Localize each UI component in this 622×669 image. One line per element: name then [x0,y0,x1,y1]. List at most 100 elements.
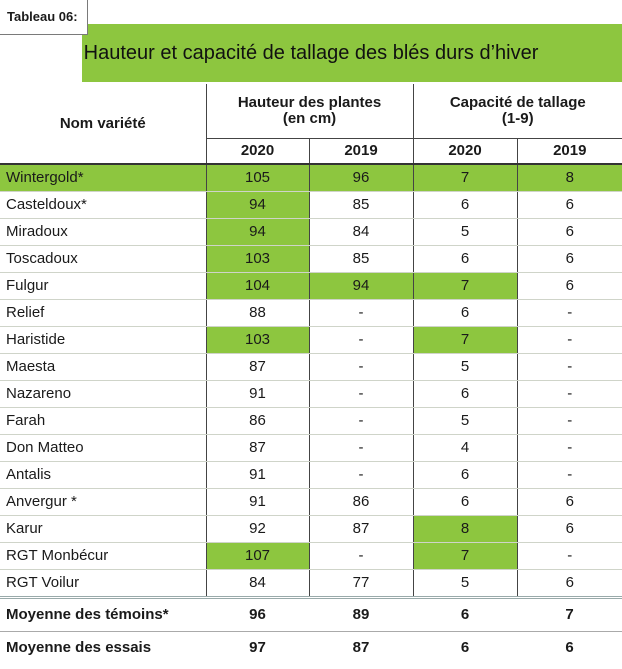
table-row: Karur 92 87 8 6 [0,515,622,543]
cell-name: Moyenne des essais [0,631,206,664]
table-row: RGT Voilur 84 77 5 6 [0,569,622,598]
cell-height-2019: - [308,542,413,570]
cell-height-2020: 84 [205,569,309,598]
table-row: RGT Monbécur 107-7- [0,542,622,570]
cell-height-2019: 89 [309,596,413,632]
table-row: Casteldoux* 94 85 6 6 [0,191,622,219]
table-body: Wintergold* 105 96 7 8 Casteldoux* 94 85 6 6 Mirad… [0,164,622,598]
cell-height-2019: - [308,461,413,489]
summary-row: Moyenne des essais 97 87 6 6 [0,631,622,664]
cell-height-2019: 85 [308,191,413,219]
cell-name: Relief [0,299,206,327]
cell-tiller-2019: - [516,407,622,435]
cell-name: Nazareno [0,380,206,408]
cell-height-2020: 94 [205,191,309,219]
cell-height-2019: 77 [308,569,413,598]
cell-height-2019: 84 [308,218,413,246]
cell-name: Wintergold* [0,164,206,192]
table-row: Farah 86-5- [0,407,622,435]
cell-name: Don Matteo [0,434,206,462]
cell-tiller-2020: 5 [412,353,517,381]
tiller-group-line2: (1-9) [501,110,534,127]
cell-tiller-2019: 6 [517,631,622,664]
cell-height-2019: 94 [308,272,413,300]
cell-height-2019: - [308,326,413,354]
cell-height-2020: 88 [205,299,309,327]
cell-tiller-2019: 8 [516,164,622,192]
tiller-group-line1: Capacité de tallage [449,94,586,111]
cell-height-2019: - [308,380,413,408]
cell-name: RGT Voilur [0,569,206,598]
cell-height-2019: 87 [309,631,413,664]
table-summary: Moyenne des témoins* 96 89 6 7 Moyenne des es… [0,596,622,664]
cell-tiller-2020: 6 [412,245,517,273]
table-row: Maesta 87-5- [0,353,622,381]
cell-tiller-2020: 5 [412,218,517,246]
cell-height-2020: 97 [206,631,309,664]
cell-tiller-2020: 8 [412,515,517,543]
table-row: Fulgur 104 94 7 6 [0,272,622,300]
data-table: Nom variété Hauteur des plantes (en cm) … [0,84,622,664]
cell-name: Fulgur [0,272,206,300]
cell-tiller-2019: - [516,299,622,327]
cell-height-2020: 94 [205,218,309,246]
cell-height-2020: 103 [205,326,309,354]
cell-tiller-2020: 7 [412,272,517,300]
title-banner [82,24,622,82]
table-title: Hauteur et capacité de tallage des blés … [83,42,539,64]
cell-tiller-2020: 7 [412,164,517,192]
cell-height-2020: 92 [205,515,309,543]
cell-tiller-2020: 5 [412,407,517,435]
cell-tiller-2019: - [516,434,622,462]
table-row: Haristide 103-7- [0,326,622,354]
table-label: Tableau 06: [0,0,88,35]
column-header-height-2019: 2019 [308,138,413,165]
cell-height-2020: 107 [205,542,309,570]
cell-tiller-2019: - [516,542,622,570]
cell-tiller-2019: 6 [516,191,622,219]
cell-name: Antalis [0,461,206,489]
cell-name: Toscadoux [0,245,206,273]
cell-height-2019: 87 [308,515,413,543]
cell-name: Anvergur * [0,488,206,516]
cell-tiller-2019: 6 [516,272,622,300]
cell-height-2019: 86 [308,488,413,516]
table-row: Toscadoux 103 85 6 6 [0,245,622,273]
cell-height-2019: - [308,407,413,435]
cell-height-2020: 105 [205,164,309,192]
cell-name: Haristide [0,326,206,354]
cell-tiller-2020: 6 [412,461,517,489]
column-header-height-2020: 2020 [205,138,309,165]
table-row: Nazareno 91-6- [0,380,622,408]
cell-tiller-2020: 7 [412,326,517,354]
cell-height-2020: 91 [205,488,309,516]
cell-tiller-2020: 6 [413,596,517,632]
cell-tiller-2020: 6 [412,191,517,219]
cell-tiller-2019: - [516,380,622,408]
cell-tiller-2020: 7 [412,542,517,570]
column-header-name: Nom variété [0,84,206,165]
column-header-tiller-2020: 2020 [412,138,517,165]
cell-height-2019: - [308,299,413,327]
cell-name: Miradoux [0,218,206,246]
height-group-line1: Hauteur des plantes [237,94,382,111]
cell-height-2020: 96 [206,596,309,632]
cell-height-2019: - [308,353,413,381]
cell-tiller-2019: 6 [516,218,622,246]
table-row: Wintergold* 105 96 7 8 [0,164,622,192]
cell-height-2020: 104 [205,272,309,300]
cell-name: RGT Monbécur [0,542,206,570]
cell-tiller-2019: - [516,326,622,354]
cell-tiller-2019: 6 [516,245,622,273]
cell-tiller-2019: - [516,353,622,381]
cell-height-2020: 103 [205,245,309,273]
cell-tiller-2020: 4 [412,434,517,462]
table-row: Antalis 91-6- [0,461,622,489]
table-row: Don Matteo 87-4- [0,434,622,462]
cell-name: Maesta [0,353,206,381]
cell-height-2020: 87 [205,434,309,462]
cell-height-2020: 87 [205,353,309,381]
table-row: Miradoux 94 84 5 6 [0,218,622,246]
cell-height-2019: 96 [308,164,413,192]
cell-tiller-2019: 6 [516,515,622,543]
